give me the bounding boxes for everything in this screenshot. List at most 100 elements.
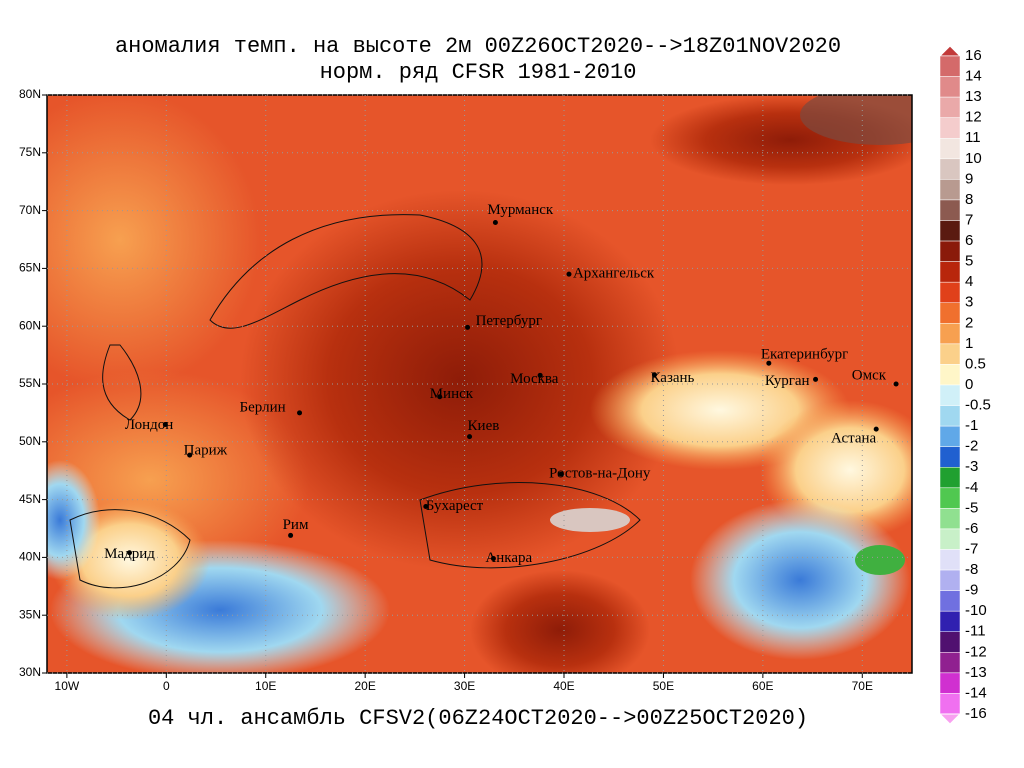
colorbar-swatch <box>939 384 961 406</box>
colorbar-label: 9 <box>965 170 973 187</box>
city-dot <box>873 426 879 432</box>
lon-tick-label: 60E <box>752 679 773 693</box>
colorbar-label: 10 <box>965 150 982 167</box>
city-dot <box>437 394 443 400</box>
colorbar-label: -11 <box>965 623 986 640</box>
city-label: Ростов-на-Дону <box>549 466 651 482</box>
colorbar-cap <box>938 45 962 57</box>
colorbar-swatch <box>939 652 961 674</box>
colorbar-label: -3 <box>965 458 978 475</box>
city-dot <box>490 556 496 562</box>
city-label: Рим <box>283 517 309 533</box>
lat-tick-label: 75N <box>19 145 41 159</box>
colorbar-label: -6 <box>965 520 978 537</box>
city-label: Берлин <box>240 399 286 415</box>
city-dot <box>492 220 498 226</box>
city-label: Бухарест <box>426 498 484 514</box>
colorbar-label: -9 <box>965 582 978 599</box>
colorbar-swatch <box>939 117 961 139</box>
colorbar-swatch <box>939 240 961 262</box>
colorbar-label: 13 <box>965 88 982 105</box>
colorbar-label: 14 <box>965 68 982 85</box>
lon-tick-label: 0 <box>163 679 170 693</box>
city-dot <box>162 421 168 427</box>
lon-tick-label: 10W <box>55 679 80 693</box>
lon-tick-label: 10E <box>255 679 276 693</box>
colorbar-label: 7 <box>965 211 973 228</box>
colorbar-label: -16 <box>965 705 987 722</box>
colorbar-label: 0 <box>965 376 973 393</box>
colorbar-label: -5 <box>965 499 978 516</box>
anomaly-field <box>47 95 912 673</box>
colorbar-label: -1 <box>965 417 978 434</box>
city-label: Екатеринбург <box>761 347 848 363</box>
lat-tick-label: 60N <box>19 318 41 332</box>
lat-tick-label: 35N <box>19 607 41 621</box>
city-dot <box>465 324 471 330</box>
colorbar-label: 12 <box>965 109 982 126</box>
colorbar-label: -4 <box>965 479 978 496</box>
city-dot <box>766 360 772 366</box>
lat-tick-label: 80N <box>19 87 41 101</box>
colorbar-swatch <box>939 672 961 694</box>
lat-tick-label: 50N <box>19 434 41 448</box>
colorbar-swatch <box>939 199 961 221</box>
colorbar-swatch <box>939 610 961 632</box>
lon-tick-label: 70E <box>852 679 873 693</box>
colorbar-label: 2 <box>965 314 973 331</box>
colorbar-label: -12 <box>965 643 987 660</box>
colorbar-swatch <box>939 693 961 715</box>
city-dot <box>893 381 899 387</box>
city-dot <box>537 372 543 378</box>
colorbar-swatch <box>939 323 961 345</box>
colorbar-swatch <box>939 158 961 180</box>
colorbar-label: 0.5 <box>965 355 986 372</box>
colorbar-label: -0.5 <box>965 397 991 414</box>
colorbar-swatch <box>939 343 961 365</box>
colorbar-swatch <box>939 138 961 160</box>
city-label: Мурманск <box>487 202 553 218</box>
colorbar-swatch <box>939 76 961 98</box>
colorbar-swatch <box>939 590 961 612</box>
colorbar-swatch <box>939 569 961 591</box>
title: аномалия темп. на высоте 2м 00Z26OCT2020… <box>115 34 841 59</box>
colorbar-swatch <box>939 364 961 386</box>
colorbar-label: 16 <box>965 47 982 64</box>
colorbar-swatch <box>939 96 961 118</box>
lon-tick-label: 40E <box>553 679 574 693</box>
colorbar-label: 3 <box>965 294 973 311</box>
colorbar-swatch <box>939 261 961 283</box>
city-label: Лондон <box>125 417 174 433</box>
colorbar-swatch <box>939 55 961 77</box>
colorbar-swatch <box>939 467 961 489</box>
city-label: Архангельск <box>573 266 655 282</box>
colorbar-cap <box>938 713 962 725</box>
city-dot <box>297 410 303 416</box>
city-label: Астана <box>831 431 877 447</box>
city-label: Петербург <box>476 313 542 329</box>
lon-tick-label: 20E <box>354 679 375 693</box>
colorbar-swatch <box>939 631 961 653</box>
colorbar-label: -8 <box>965 561 978 578</box>
city-dot <box>813 376 819 382</box>
colorbar-swatch <box>939 528 961 550</box>
colorbar-swatch <box>939 405 961 427</box>
colorbar-swatch <box>939 220 961 242</box>
colorbar-label: 11 <box>965 129 981 146</box>
colorbar-label: -7 <box>965 540 978 557</box>
lon-tick-label: 30E <box>454 679 475 693</box>
colorbar-swatch <box>939 487 961 509</box>
city-dot <box>423 504 429 510</box>
city-dot <box>566 271 572 277</box>
city-dot <box>288 532 294 538</box>
colorbar-label: 1 <box>965 335 973 352</box>
lat-tick-label: 30N <box>19 665 41 679</box>
city-dot <box>127 550 133 556</box>
colorbar-swatch <box>939 281 961 303</box>
city-dot <box>558 471 564 477</box>
colorbar-label: -14 <box>965 684 987 701</box>
city-label: Москва <box>510 371 559 387</box>
colorbar-swatch <box>939 425 961 447</box>
colorbar-swatch <box>939 302 961 324</box>
city-label: Киев <box>468 418 500 434</box>
